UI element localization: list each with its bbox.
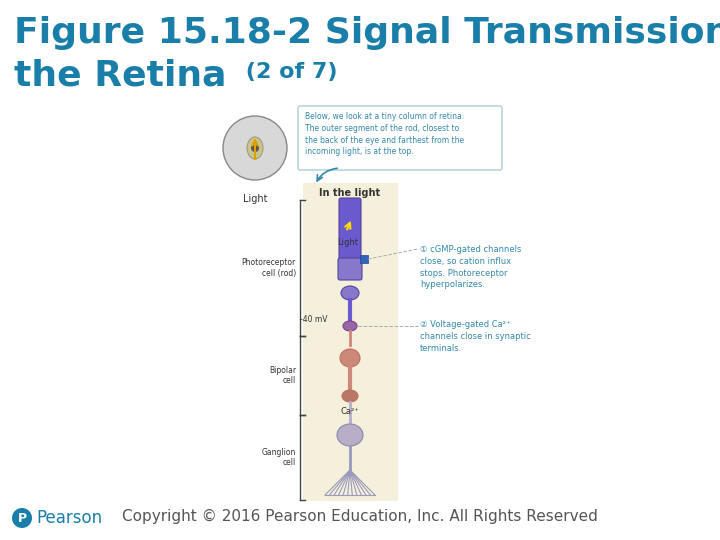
Ellipse shape [337,424,363,446]
FancyBboxPatch shape [339,198,361,262]
Ellipse shape [342,390,358,402]
Circle shape [251,144,259,152]
Text: Below, we look at a tiny column of retina.
The outer segment of the rod, closest: Below, we look at a tiny column of retin… [305,112,464,157]
FancyBboxPatch shape [298,106,502,170]
Circle shape [12,508,32,528]
Text: (2 of 7): (2 of 7) [238,62,338,82]
Text: In the light: In the light [320,188,381,198]
Ellipse shape [340,349,360,367]
Circle shape [223,116,287,180]
Text: Bipolar
cell: Bipolar cell [269,366,296,385]
Bar [360,255,368,263]
Text: Ca²⁺: Ca²⁺ [341,407,359,416]
Text: Figure 15.18-2 Signal Transmission in: Figure 15.18-2 Signal Transmission in [14,16,720,50]
FancyBboxPatch shape [338,258,362,280]
Ellipse shape [343,321,357,331]
Text: Pearson: Pearson [36,509,102,527]
Ellipse shape [341,286,359,300]
Text: Light: Light [338,238,359,247]
Text: Copyright © 2016 Pearson Education, Inc. All Rights Reserved: Copyright © 2016 Pearson Education, Inc.… [122,509,598,524]
Text: Photoreceptor
cell (rod): Photoreceptor cell (rod) [242,258,296,278]
Text: ① cGMP-gated channels
close, so cation influx
stops. Photoreceptor
hyperpolarize: ① cGMP-gated channels close, so cation i… [420,245,521,289]
Ellipse shape [247,137,263,159]
Text: Ganglion
cell: Ganglion cell [261,448,296,467]
Text: ② Voltage-gated Ca²⁺
channels close in synaptic
terminals.: ② Voltage-gated Ca²⁺ channels close in s… [420,320,531,353]
Text: the Retina: the Retina [14,58,227,92]
Text: Light: Light [243,194,267,204]
Text: -40 mV: -40 mV [300,315,328,325]
Text: P: P [17,511,27,524]
Bar [303,183,398,501]
